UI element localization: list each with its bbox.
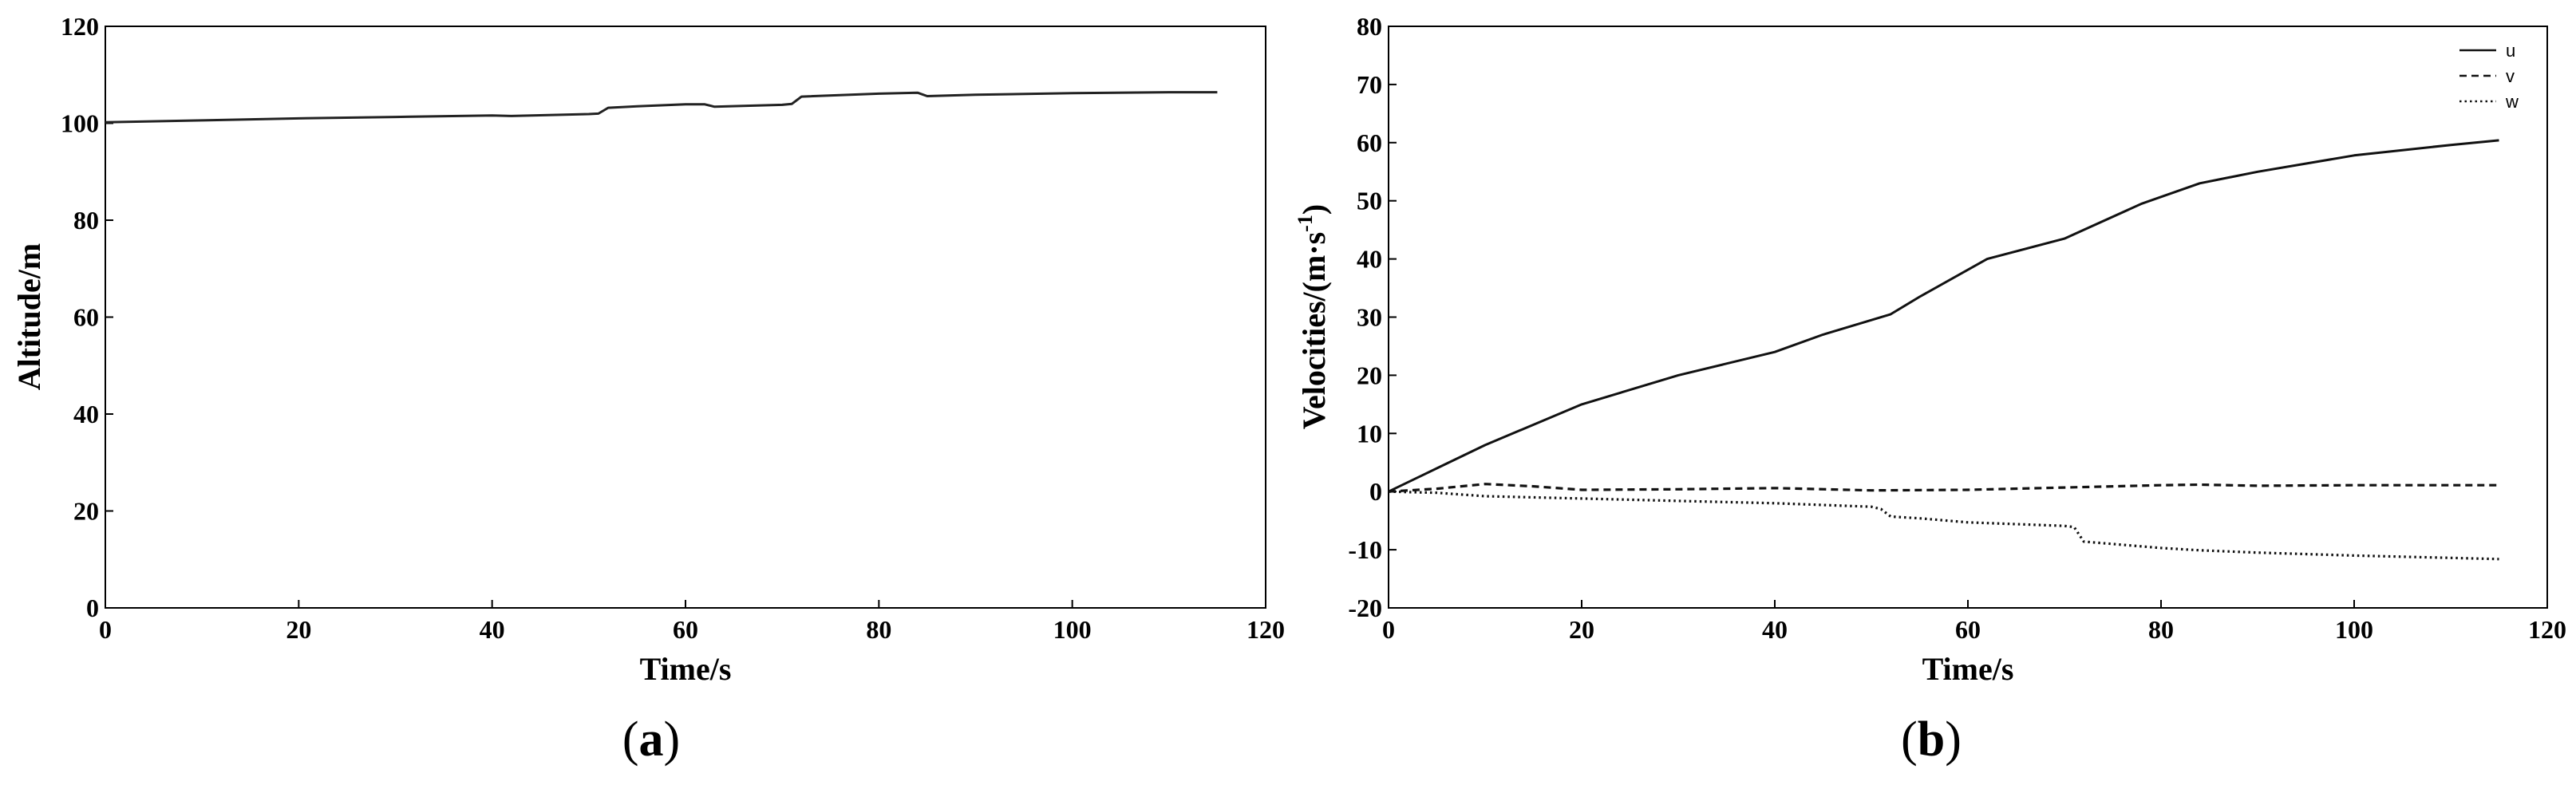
panel-a-x-axis-label: Time/s [640, 651, 732, 687]
y-tick-label: 50 [1357, 187, 1382, 215]
x-tick-label: 40 [1762, 615, 1788, 644]
y-tick-label: 10 [1357, 419, 1382, 448]
y-tick-label: 120 [61, 12, 99, 41]
x-tick-label: 100 [1053, 615, 1092, 644]
x-tick-label: 100 [2335, 615, 2373, 644]
y-tick-label: 60 [73, 303, 99, 332]
x-tick-label: 120 [2528, 615, 2566, 644]
y-tick-label: 60 [1357, 128, 1382, 157]
panel-b-velocities-chart: 0 20 40 60 80 100 120 -20-1001020304050607080 … [1294, 12, 2566, 767]
y-tick-label: 20 [1357, 361, 1382, 389]
series-line [105, 91, 1218, 124]
y-tick-label: 100 [61, 109, 99, 138]
panel-a-x-ticks: 0 20 40 60 80 100 120 [99, 600, 1285, 644]
panel-a-y-ticks: 0 20 40 60 80 100 120 [61, 12, 113, 622]
panel-b-legend: uvw [2459, 41, 2519, 112]
series-line-w [1388, 490, 2499, 561]
x-tick-label: 0 [1382, 615, 1395, 644]
x-tick-label: 0 [99, 615, 112, 644]
x-tick-label: 60 [1955, 615, 1981, 644]
x-tick-label: 20 [1569, 615, 1594, 644]
y-tick-label: 70 [1357, 70, 1382, 99]
panel-b-y-axis-label: Velocities/(m·s-1) [1294, 204, 1332, 429]
panel-a-caption-letter: a [639, 712, 664, 767]
legend-label-w: w [2505, 92, 2519, 112]
panel-b-x-axis-label: Time/s [1922, 651, 2014, 687]
y-tick-label: 80 [73, 206, 99, 235]
y-tick-label: 30 [1357, 303, 1382, 332]
x-tick-label: 120 [1247, 615, 1285, 644]
panel-b-plot-frame [1388, 26, 2548, 609]
panel-b-y-ticks: -20 -10 0 10 20 30 40 50 60 70 80 [1348, 12, 1397, 622]
panel-b-caption: (b) [1901, 712, 1962, 767]
legend-label-u: u [2506, 41, 2515, 61]
x-tick-label: 20 [286, 615, 311, 644]
x-tick-label: 40 [480, 615, 505, 644]
x-tick-label: 80 [866, 615, 891, 644]
panel-a-caption: (a) [622, 712, 680, 767]
y-tick-label: 40 [73, 400, 99, 428]
panel-a-plot-frame [105, 26, 1266, 609]
y-tick-label: 80 [1357, 12, 1382, 41]
y-tick-label: 0 [1369, 477, 1382, 506]
panel-a-y-axis-label: Altitude/m [11, 243, 47, 390]
series-line-u [1388, 139, 2499, 493]
series-line-v [1388, 483, 2499, 493]
y-tick-label: -20 [1348, 594, 1382, 622]
panel-b-y-axis-label-end: ) [1296, 204, 1332, 215]
panel-b-series [1388, 139, 2499, 561]
panel-b-caption-letter: b [1918, 712, 1945, 767]
panel-b-y-axis-label-main: Velocities/(m·s [1296, 232, 1332, 429]
legend-label-v: v [2506, 66, 2515, 86]
x-tick-label: 80 [2148, 615, 2174, 644]
panel-b-x-ticks: 0 20 40 60 80 100 120 [1382, 600, 2566, 644]
x-tick-label: 60 [673, 615, 698, 644]
y-tick-label: -10 [1348, 535, 1382, 564]
y-tick-label: 0 [86, 594, 99, 622]
y-tick-label: 40 [1357, 245, 1382, 274]
panel-b-y-axis-label-exponent: -1 [1294, 215, 1317, 232]
panel-a-altitude-chart: 0 20 40 60 80 100 120 0 20 40 60 80 100 120 Time/s A… [11, 12, 1285, 767]
panel-a-series [105, 91, 1218, 124]
y-tick-label: 20 [73, 497, 99, 526]
